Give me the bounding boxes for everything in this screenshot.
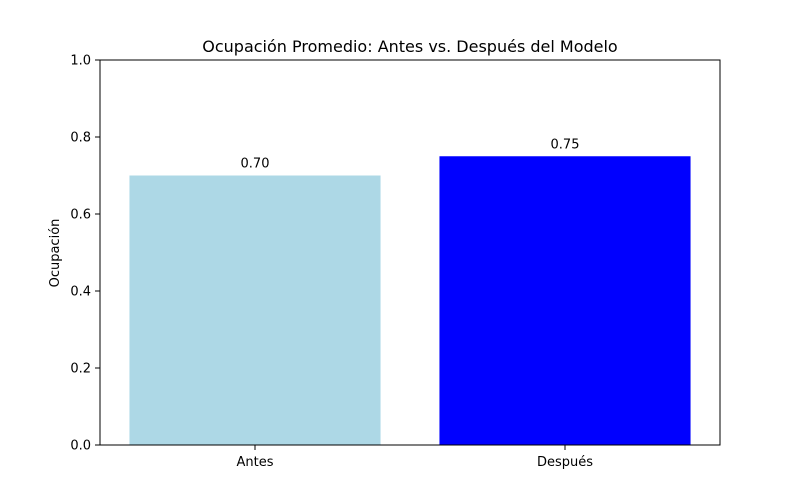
chart-title: Ocupación Promedio: Antes vs. Después de…	[202, 37, 617, 56]
y-tick-label: 0.0	[70, 439, 91, 454]
data-label: 0.75	[551, 137, 580, 152]
y-tick-label: 0.8	[70, 131, 91, 146]
bar-después	[439, 156, 691, 445]
y-axis-label: Ocupación	[48, 219, 63, 288]
x-tick-label: Antes	[236, 455, 273, 470]
y-tick-label: 0.4	[70, 285, 91, 300]
plot-frame	[99, 59, 721, 446]
y-axis: 0.0 0.2 0.4 0.6 0.8 1.0	[70, 54, 100, 454]
data-label: 0.70	[241, 157, 270, 172]
y-tick-label: 0.2	[70, 362, 91, 377]
x-tick-label: Después	[537, 455, 593, 470]
y-tick-label: 1.0	[70, 54, 91, 69]
bar-antes	[129, 175, 381, 445]
bars-group: 0.70 0.75	[129, 137, 691, 445]
x-axis: Antes Después	[236, 445, 593, 470]
y-tick-label: 0.6	[70, 208, 91, 223]
